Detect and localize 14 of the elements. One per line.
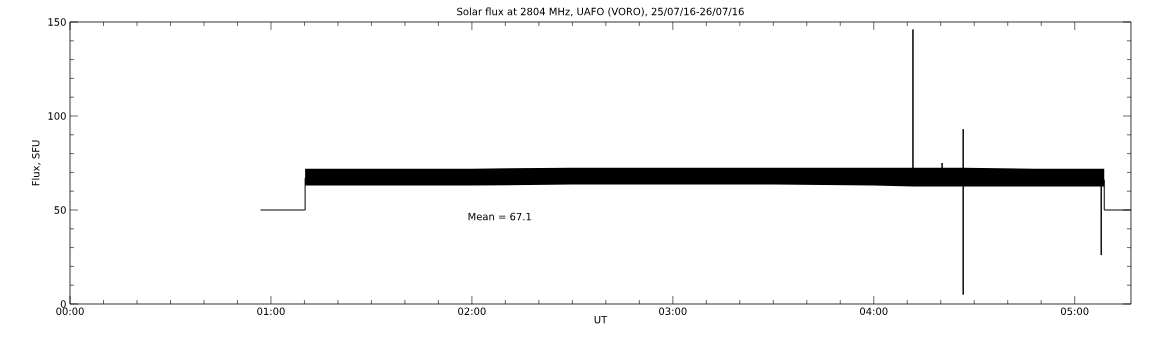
- y-tick-label: 50: [54, 206, 66, 214]
- x-axis-title: UT: [594, 315, 608, 324]
- x-tick-label: 04:00: [860, 307, 888, 316]
- y-tick-label: 0: [60, 300, 66, 308]
- chart-title: Solar flux at 2804 MHz, UAFO (VORO), 25/07/16-26/07/16: [457, 7, 744, 17]
- y-axis-title: Flux, SFU: [31, 140, 41, 186]
- x-tick-label: 01:00: [257, 307, 285, 316]
- x-tick-label: 00:00: [56, 307, 84, 316]
- y-tick-label: 150: [48, 18, 66, 26]
- x-tick-label: 03:00: [659, 307, 687, 316]
- x-tick-label: 05:00: [1060, 307, 1089, 316]
- annotation: Mean = 67.1: [468, 212, 531, 221]
- x-tick-label: 02:00: [458, 307, 486, 316]
- y-tick-label: 100: [48, 112, 66, 120]
